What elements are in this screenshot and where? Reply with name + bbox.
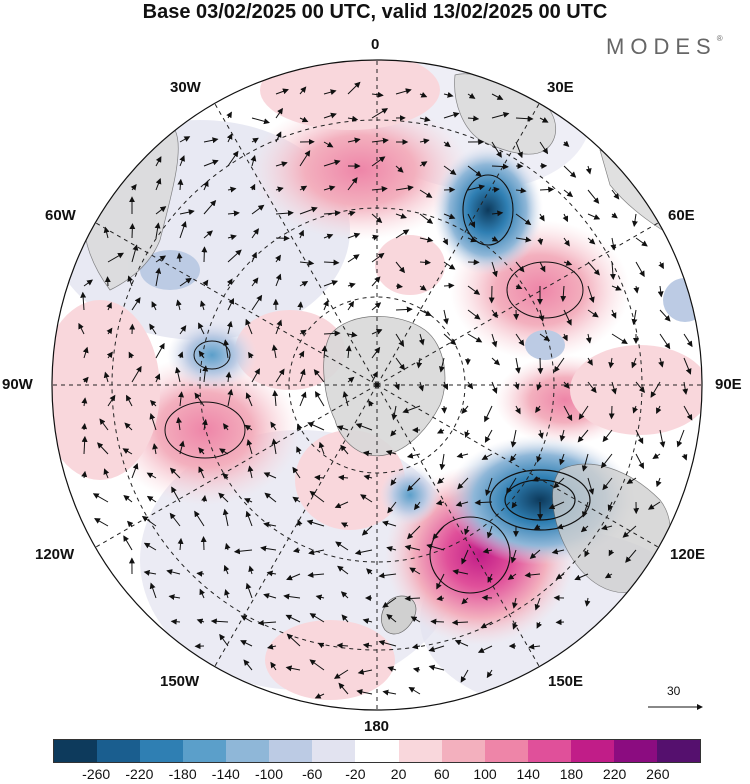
label-lon-90e: 90E bbox=[715, 376, 742, 393]
colorbar-swatch bbox=[657, 740, 700, 762]
colorbar-swatch bbox=[269, 740, 312, 762]
wind-arrow bbox=[204, 247, 205, 262]
south-pole-marker bbox=[375, 383, 380, 388]
colorbar-tick-label: 60 bbox=[434, 766, 450, 782]
colorbar-swatch bbox=[183, 740, 226, 762]
colorbar-swatch bbox=[54, 740, 97, 762]
colorbar-tick-label: 20 bbox=[391, 766, 407, 782]
wind-arrow bbox=[172, 621, 180, 622]
colorbar-tick-label: 220 bbox=[603, 766, 626, 782]
colorbar-tick-label: 100 bbox=[473, 766, 496, 782]
colorbar-tick-label: -60 bbox=[302, 766, 322, 782]
wind-arrow bbox=[406, 598, 421, 599]
colorbar-swatch bbox=[226, 740, 269, 762]
label-lon-30e: 30E bbox=[547, 79, 574, 96]
wind-arrow bbox=[444, 285, 454, 286]
wind-arrow bbox=[132, 224, 133, 238]
wind-arrow bbox=[483, 598, 492, 599]
label-lon-0: 0 bbox=[371, 36, 379, 53]
colorbar-swatch bbox=[485, 740, 528, 762]
wind-arrow bbox=[540, 358, 541, 373]
label-lon-150w: 150W bbox=[160, 673, 199, 690]
colorbar-swatch bbox=[528, 740, 571, 762]
colorbar-swatch bbox=[571, 740, 614, 762]
label-lon-180: 180 bbox=[364, 718, 389, 735]
label-lon-60e: 60E bbox=[668, 207, 695, 224]
colorbar-tick-label: -140 bbox=[212, 766, 240, 782]
colorbar-tick-label: -180 bbox=[169, 766, 197, 782]
colorbar-tick-label: 140 bbox=[517, 766, 540, 782]
label-lon-90w: 90W bbox=[2, 376, 33, 393]
wind-arrow bbox=[197, 573, 204, 574]
label-lon-60w: 60W bbox=[45, 207, 76, 224]
label-lon-30w: 30W bbox=[170, 79, 201, 96]
wind-arrow bbox=[204, 537, 205, 550]
wind-arrow bbox=[453, 622, 468, 623]
colorbar-ticks: -260 -220 -180 -140 -100 -60 -20 20 60 100 140 180 2… bbox=[0, 766, 750, 784]
colorbar-tick-label: 180 bbox=[560, 766, 583, 782]
colorbar-swatch bbox=[614, 740, 657, 762]
wind-arrow bbox=[420, 262, 430, 263]
reference-vector-label: 30 bbox=[667, 684, 680, 698]
wind-arrow bbox=[431, 621, 444, 622]
colorbar-swatch bbox=[399, 740, 442, 762]
anomaly-field bbox=[40, 50, 720, 730]
colorbar-tick-label: -100 bbox=[255, 766, 283, 782]
colorbar-tick-label: 260 bbox=[646, 766, 669, 782]
colorbar-swatch bbox=[140, 740, 183, 762]
colorbar-tick-label: -20 bbox=[345, 766, 365, 782]
wind-arrow bbox=[396, 286, 402, 287]
colorbar-tick-label: -260 bbox=[82, 766, 110, 782]
colorbar bbox=[53, 739, 701, 763]
label-lon-120w: 120W bbox=[35, 546, 74, 563]
wind-arrow bbox=[612, 406, 613, 418]
colorbar-tick-label: -220 bbox=[125, 766, 153, 782]
label-lon-150e: 150E bbox=[548, 673, 583, 690]
wind-arrow bbox=[444, 406, 445, 413]
colorbar-swatch bbox=[442, 740, 485, 762]
label-lon-120e: 120E bbox=[670, 546, 705, 563]
wind-arrow bbox=[540, 189, 553, 190]
colorbar-swatch bbox=[312, 740, 355, 762]
wind-arrow bbox=[108, 277, 109, 286]
colorbar-swatch bbox=[97, 740, 140, 762]
wind-arrow bbox=[84, 424, 85, 430]
colorbar-swatch bbox=[355, 740, 398, 762]
